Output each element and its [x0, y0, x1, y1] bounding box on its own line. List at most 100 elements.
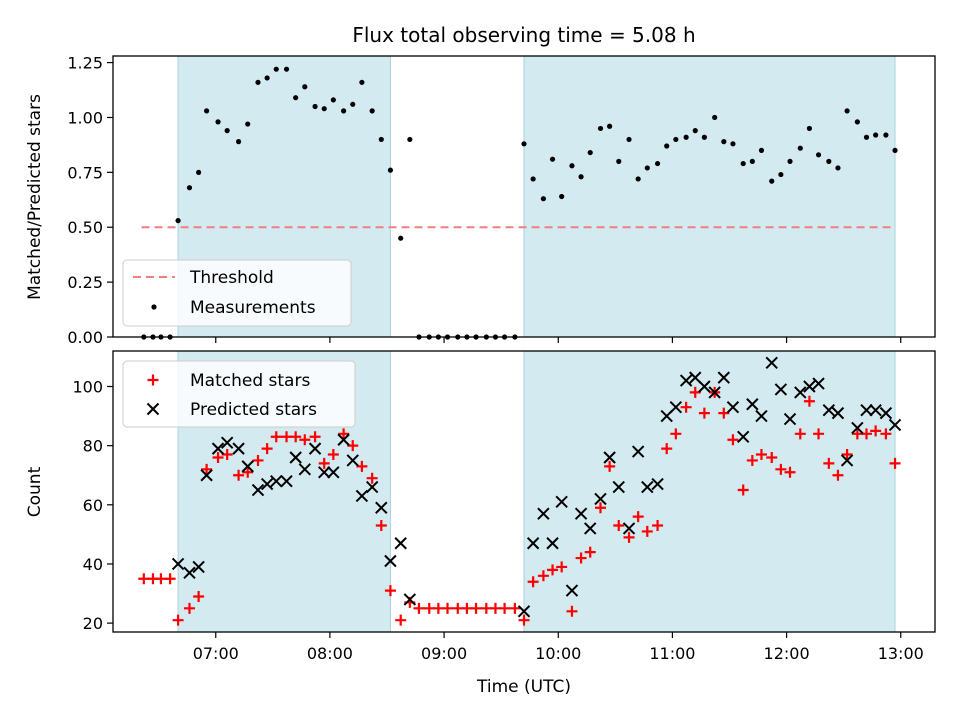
matched-star-point — [375, 520, 387, 532]
matched-star-point — [803, 395, 815, 407]
measurement-point — [607, 123, 613, 129]
predicted-star-point — [365, 480, 379, 494]
bottom-legend: Matched stars Predicted stars — [122, 360, 356, 428]
predicted-star-point — [708, 386, 721, 399]
bottom-y-axis-label: Count — [25, 466, 45, 517]
matched-star-point — [841, 449, 853, 461]
measurement-point — [749, 158, 755, 164]
y-tick-label: 0.00 — [67, 328, 103, 347]
y-tick-label: 0.75 — [67, 163, 103, 182]
matched-star-point — [794, 428, 806, 440]
measurement-point — [273, 66, 279, 72]
measurement-point — [224, 128, 230, 134]
x-tick-label: 07:00 — [193, 644, 239, 663]
measurement-point — [255, 79, 261, 85]
matched-star-point — [212, 451, 224, 463]
measurement-point — [569, 163, 575, 169]
series-matched-stars — [138, 386, 901, 626]
legend-matched-swatch — [147, 374, 159, 386]
top-panel: 0.00 0.25 0.50 0.75 1.00 1.25 Matched/Predict… — [25, 54, 936, 347]
matched-star-point — [327, 449, 339, 461]
matched-star-point — [413, 602, 425, 614]
measurement-point — [559, 193, 565, 200]
matched-star-point — [641, 525, 653, 537]
measurement-point — [806, 125, 813, 132]
measurement-point — [892, 147, 898, 153]
measurement-point — [673, 136, 679, 143]
matched-star-point — [613, 520, 625, 532]
measurement-point — [883, 132, 889, 138]
x-tick-label: 13:00 — [878, 644, 924, 663]
top-x-ticks — [215, 337, 902, 343]
predicted-star-point — [584, 522, 597, 535]
predicted-star-point — [679, 374, 693, 387]
matched-star-point — [880, 428, 892, 440]
measurement-point — [235, 139, 242, 145]
measurement-point — [407, 136, 413, 143]
predicted-star-point — [403, 593, 417, 606]
matched-star-point — [164, 573, 176, 585]
measurement-point — [587, 149, 593, 156]
y-tick-label: 0.25 — [67, 273, 103, 292]
measurement-point — [359, 79, 365, 85]
matched-star-point — [183, 602, 195, 614]
predicted-star-point — [192, 560, 205, 574]
predicted-star-point — [888, 418, 902, 432]
measurement-point — [721, 139, 727, 145]
measurement-point — [378, 136, 384, 143]
y-tick-label: 1.00 — [67, 108, 103, 127]
legend-predicted-label: Predicted stars — [190, 400, 317, 420]
predicted-star-point — [651, 477, 664, 491]
top-legend: Threshold Measurements — [122, 259, 352, 327]
measurement-point — [844, 108, 850, 114]
measurement-point — [369, 108, 375, 114]
measurement-point — [778, 171, 784, 178]
measurement-point — [283, 66, 290, 72]
matched-star-point — [813, 428, 825, 440]
predicted-star-point — [394, 537, 407, 550]
legend-measurements-label: Measurements — [190, 298, 316, 318]
matched-star-point — [594, 502, 606, 514]
matched-star-point — [356, 460, 368, 472]
matched-star-point — [442, 602, 454, 614]
legend-matched-label: Matched stars — [190, 371, 310, 391]
matched-star-point — [509, 602, 521, 614]
matched-star-point — [547, 564, 559, 576]
bottom-series — [138, 356, 902, 626]
matched-star-point — [755, 449, 767, 461]
matched-star-point — [318, 457, 330, 469]
predicted-star-point — [612, 480, 625, 494]
matched-star-point — [604, 460, 616, 472]
matched-star-point — [680, 401, 692, 413]
y-tick-label: 40 — [83, 555, 103, 574]
measurement-point — [387, 167, 394, 173]
measurement-point — [692, 128, 698, 134]
matched-star-point — [527, 576, 539, 588]
predicted-star-point — [260, 477, 274, 491]
measurement-point — [540, 196, 547, 202]
predicted-star-point — [594, 492, 607, 506]
y-tick-label: 100 — [72, 377, 103, 396]
measurement-point — [815, 152, 822, 158]
predicted-star-point — [603, 451, 616, 464]
predicted-star-point — [879, 406, 893, 420]
measurement-point — [578, 174, 584, 180]
predicted-star-point — [337, 433, 350, 446]
matched-star-point — [861, 428, 872, 440]
matched-star-point — [252, 454, 264, 466]
bottom-y-ticks: 20 40 60 80 100 — [72, 377, 113, 633]
measurement-point — [730, 141, 736, 147]
matched-star-point — [242, 466, 254, 478]
measurement-point — [626, 136, 632, 143]
predicted-star-point — [183, 566, 196, 580]
matched-star-point — [395, 614, 407, 626]
predicted-star-point — [726, 400, 740, 414]
measurement-point — [664, 143, 670, 149]
top-y-axis-label: Matched/Predicted stars — [25, 94, 45, 300]
measurement-point — [312, 103, 318, 110]
predicted-star-point — [232, 442, 245, 455]
measurement-point — [863, 134, 870, 140]
predicted-star-point — [200, 469, 213, 482]
predicted-star-point — [869, 403, 882, 417]
